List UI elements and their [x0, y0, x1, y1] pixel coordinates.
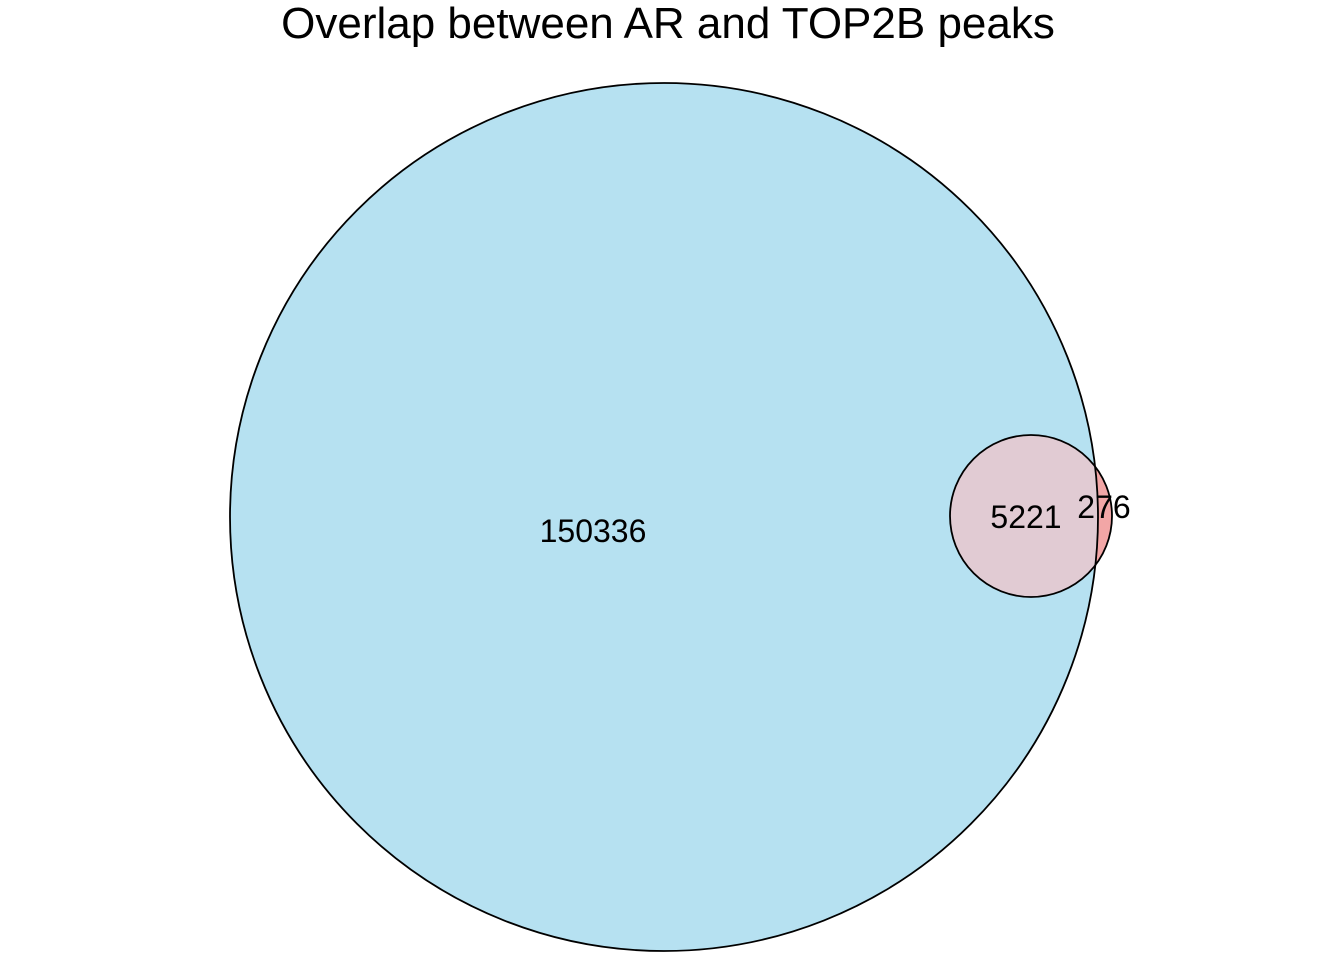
top2b-set-outline [949, 434, 1113, 598]
ar-set-circle [230, 83, 1098, 951]
overlap-region [950, 435, 1098, 597]
ar-only-count-label: 150336 [540, 513, 647, 549]
top2b-only-count-label: 276 [1077, 489, 1130, 525]
ar-set-outline [229, 82, 1099, 952]
overlap-count-label: 5221 [990, 499, 1061, 535]
plot-title: Overlap between AR and TOP2B peaks [281, 0, 1055, 48]
